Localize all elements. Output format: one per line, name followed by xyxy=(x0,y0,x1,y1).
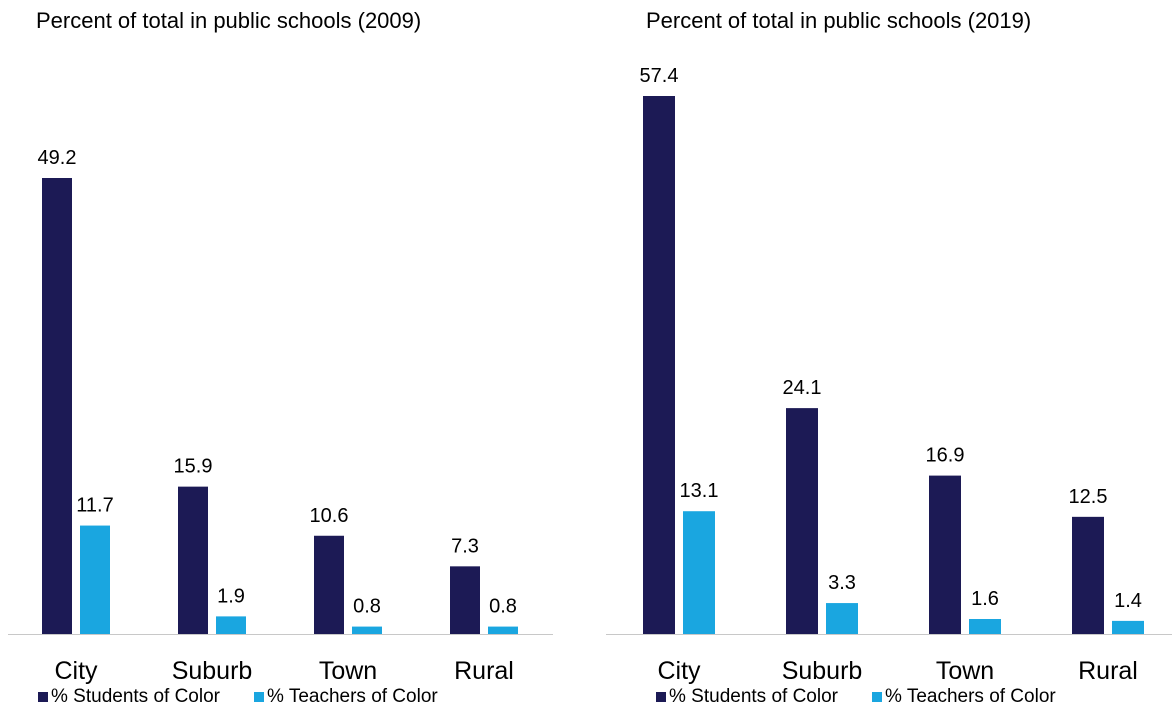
category-tick-label: Town xyxy=(936,657,994,685)
bar xyxy=(643,96,675,634)
legend-item-students: % Students of Color xyxy=(656,686,838,708)
data-label: 1.9 xyxy=(217,585,245,607)
category-tick-label: Suburb xyxy=(782,657,863,685)
legend-label-students: % Students of Color xyxy=(51,686,220,707)
data-label: 16.9 xyxy=(926,445,965,467)
legend-2009: % Students of Color % Teachers of Color xyxy=(38,686,472,708)
bar xyxy=(314,535,344,634)
legend-swatch-students xyxy=(38,692,48,702)
data-label: 49.2 xyxy=(38,147,77,169)
data-label: 10.6 xyxy=(310,505,349,527)
legend-item-teachers: % Teachers of Color xyxy=(253,686,438,708)
category-tick-label: Rural xyxy=(1078,657,1138,685)
bar xyxy=(1072,516,1104,634)
legend-item-students: % Students of Color xyxy=(38,686,220,708)
category-tick-label: City xyxy=(54,657,98,685)
bar xyxy=(683,511,715,634)
chart-title-2009: Percent of total in public schools (2009… xyxy=(36,8,422,33)
bar xyxy=(352,626,382,634)
data-label: 7.3 xyxy=(451,535,479,557)
legend-2019: % Students of Color % Teachers of Color xyxy=(656,686,1090,708)
chart-title-2019: Percent of total in public schools (2019… xyxy=(646,8,1032,33)
legend-label-students: % Students of Color xyxy=(669,686,838,707)
bar xyxy=(786,408,818,634)
bar xyxy=(216,616,246,634)
data-label: 1.6 xyxy=(971,588,999,610)
category-tick-label: City xyxy=(657,657,701,685)
data-label: 15.9 xyxy=(174,456,213,478)
bar xyxy=(969,619,1001,634)
data-label: 3.3 xyxy=(828,572,856,594)
legend-swatch-teachers xyxy=(253,692,264,702)
data-label: 11.7 xyxy=(76,495,113,517)
category-tick-label: Rural xyxy=(454,657,514,685)
bar xyxy=(929,475,961,634)
data-label: 1.4 xyxy=(1114,590,1142,612)
data-label: 12.5 xyxy=(1069,486,1108,508)
data-label: 57.4 xyxy=(640,65,679,87)
category-tick-label: Suburb xyxy=(172,657,253,685)
bar xyxy=(42,178,72,634)
legend-swatch-teachers xyxy=(871,692,882,702)
data-label: 13.1 xyxy=(680,480,719,502)
data-label: 0.8 xyxy=(489,596,517,618)
legend-item-teachers: % Teachers of Color xyxy=(871,686,1056,708)
bar xyxy=(488,626,518,634)
bar xyxy=(80,525,110,634)
data-label: 0.8 xyxy=(353,596,381,618)
bar xyxy=(450,566,480,634)
data-label: 24.1 xyxy=(783,377,822,399)
bar xyxy=(1112,620,1144,634)
bar xyxy=(826,603,858,634)
legend-label-teachers: % Teachers of Color xyxy=(884,686,1056,707)
legend-label-teachers: % Teachers of Color xyxy=(266,686,438,707)
bar xyxy=(178,486,208,634)
legend-swatch-students xyxy=(656,692,666,702)
category-tick-label: Town xyxy=(319,657,377,685)
